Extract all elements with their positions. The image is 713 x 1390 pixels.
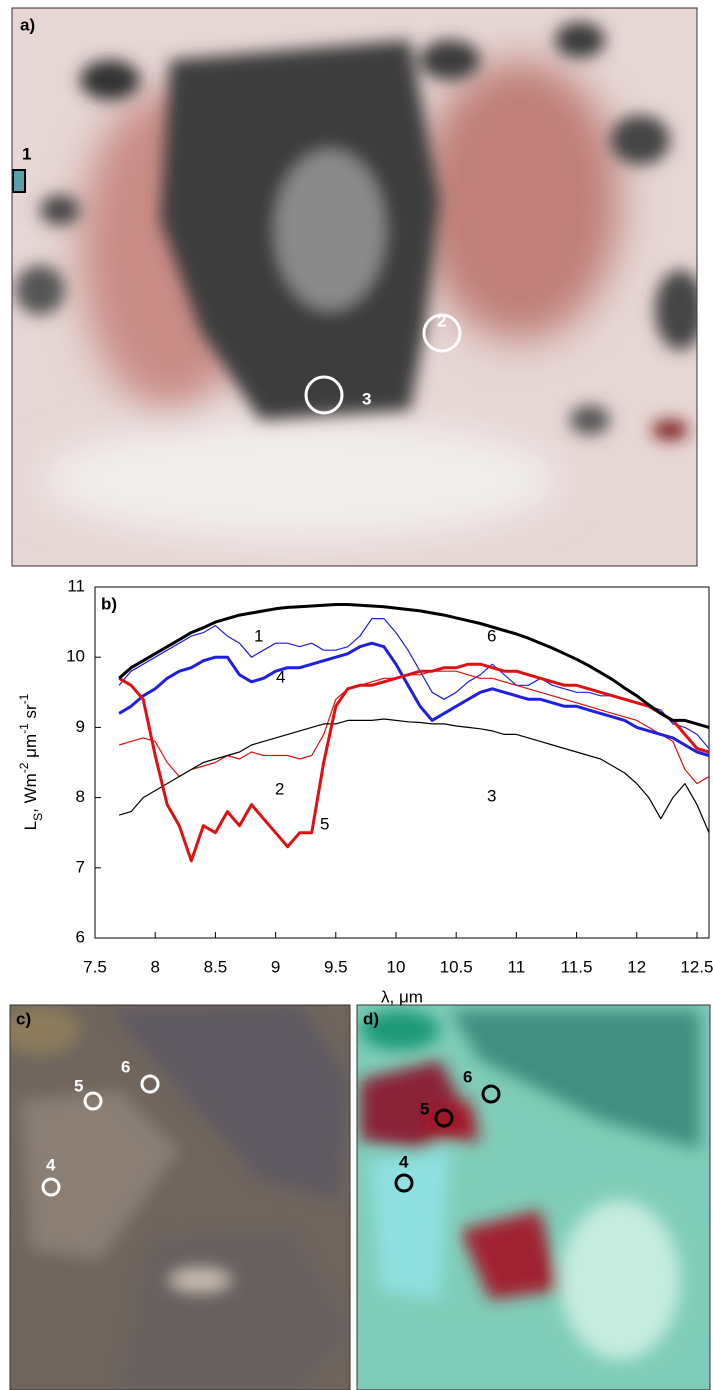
y-axis-label-part: S bbox=[31, 813, 45, 821]
panel-d-frame bbox=[356, 1004, 711, 1390]
series-label: 5 bbox=[320, 814, 329, 833]
y-tick-label: 7 bbox=[76, 857, 85, 876]
marker-label: 4 bbox=[46, 1155, 56, 1174]
x-tick-label: 11.5 bbox=[561, 957, 593, 976]
series-label: 3 bbox=[487, 786, 496, 805]
y-axis-label-part: L bbox=[21, 821, 40, 830]
x-tick-label: 8.5 bbox=[204, 957, 228, 976]
series-line bbox=[118, 641, 709, 757]
x-tick-label: 12.5 bbox=[680, 957, 713, 976]
panel-label: d) bbox=[363, 1009, 379, 1028]
marker-label: 4 bbox=[399, 1152, 409, 1171]
x-tick-label: 9.5 bbox=[324, 957, 348, 976]
y-tick-label: 6 bbox=[76, 927, 85, 946]
y-axis-label-part: -2 bbox=[17, 762, 31, 773]
y-axis-label-part: sr bbox=[21, 704, 40, 723]
y-axis-label: LS, Wm-2 μm-1 sr-1 bbox=[17, 693, 45, 830]
series-line bbox=[118, 603, 709, 729]
y-axis-label-part: -1 bbox=[17, 723, 31, 734]
marker-label: 2 bbox=[437, 311, 446, 330]
y-tick-label: 10 bbox=[66, 647, 85, 666]
series-label: 2 bbox=[275, 779, 284, 798]
panel-a-frame bbox=[11, 7, 698, 567]
plot-lines bbox=[118, 603, 709, 863]
panel-d-image bbox=[357, 1005, 710, 1390]
series-label: 1 bbox=[254, 626, 263, 645]
x-tick-label: 10.5 bbox=[440, 957, 473, 976]
y-tick-label: 9 bbox=[76, 717, 85, 736]
series-label: 6 bbox=[487, 626, 496, 645]
x-axis-label: λ, μm bbox=[381, 987, 423, 1006]
y-tick-label: 11 bbox=[67, 576, 85, 595]
x-tick-label: 10 bbox=[387, 957, 406, 976]
panel-label: a) bbox=[20, 15, 35, 34]
marker-label: 5 bbox=[74, 1076, 83, 1095]
series-line bbox=[118, 670, 709, 785]
x-tick-label: 7.5 bbox=[83, 957, 107, 976]
y-tick-label: 8 bbox=[76, 787, 85, 806]
marker-label: 1 bbox=[22, 144, 31, 163]
x-tick-label: 12 bbox=[627, 957, 646, 976]
panel-a-image bbox=[12, 8, 697, 566]
marker-label: 3 bbox=[362, 389, 371, 408]
x-tick-label: 11 bbox=[508, 957, 526, 976]
y-axis-label-part: -1 bbox=[17, 693, 31, 704]
panel-c-image bbox=[10, 1005, 350, 1390]
panel-label: b) bbox=[101, 594, 117, 613]
marker-label: 5 bbox=[420, 1099, 429, 1118]
panel-c-frame bbox=[9, 1004, 351, 1390]
plot-frame bbox=[94, 586, 710, 939]
series-line bbox=[118, 662, 709, 863]
series-line bbox=[118, 718, 709, 833]
y-axis-label-part: , Wm bbox=[21, 773, 40, 813]
marker-label: 6 bbox=[121, 1057, 130, 1076]
y-axis-label-part: μm bbox=[21, 734, 40, 763]
x-tick-label: 9 bbox=[271, 957, 280, 976]
marker-label: 6 bbox=[463, 1067, 472, 1086]
x-tick-label: 8 bbox=[150, 957, 159, 976]
panel-label: c) bbox=[16, 1009, 31, 1028]
series-label: 4 bbox=[276, 667, 285, 686]
